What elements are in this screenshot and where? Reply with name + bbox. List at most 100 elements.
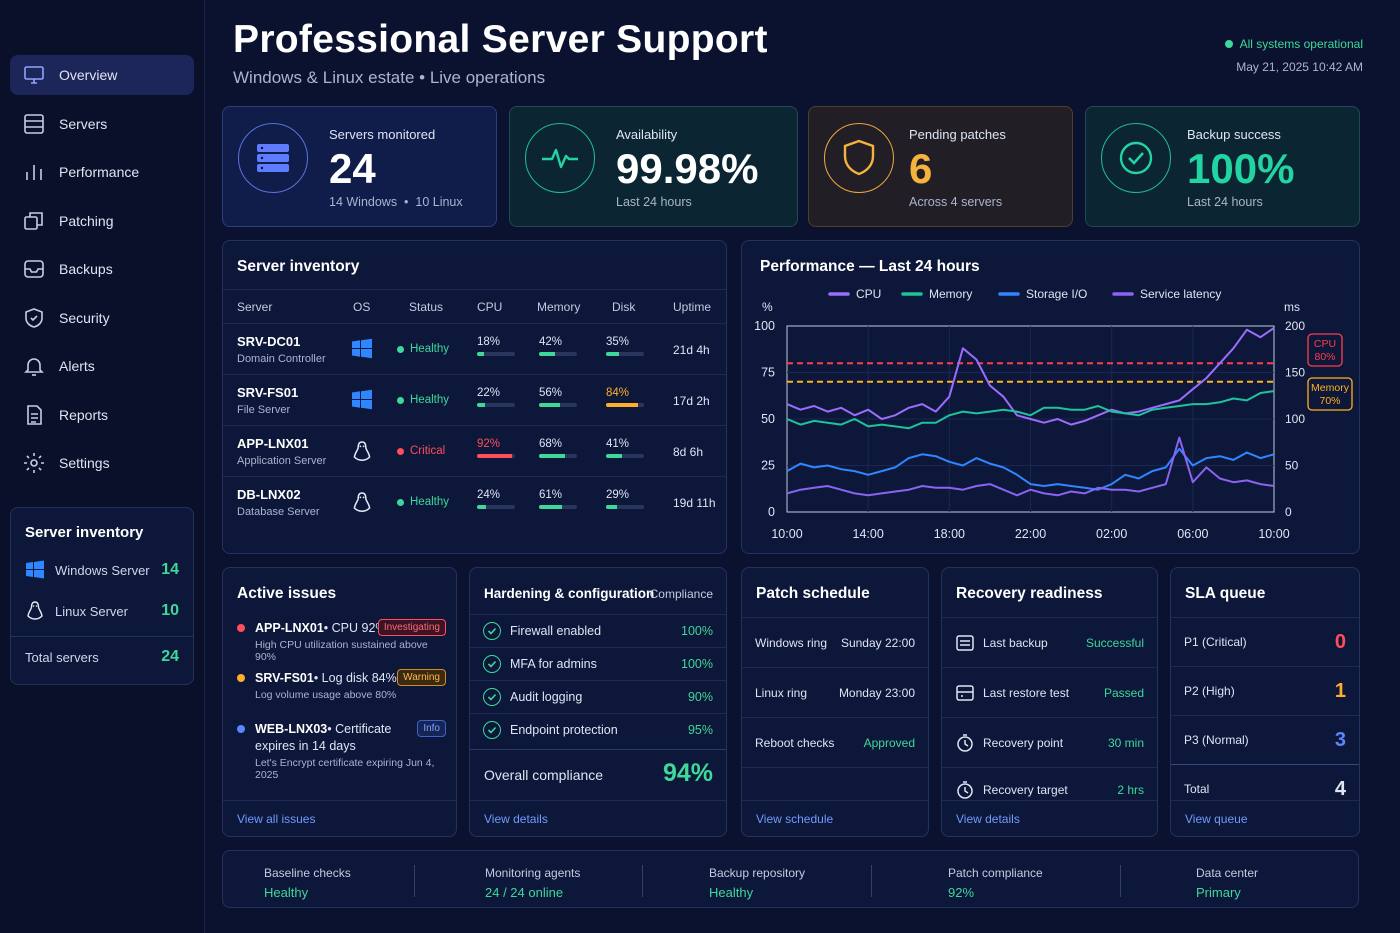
sidebar-inventory-panel: Server inventory Windows Server 14 Linux…: [10, 507, 194, 685]
sidebar-item-backups[interactable]: Backups: [10, 249, 194, 289]
x-tick-label: 02:00: [1096, 527, 1127, 541]
server-inventory-card: Server inventory Server OS Status CPU Me…: [222, 240, 727, 554]
sidebar-item-servers[interactable]: Servers: [10, 104, 194, 144]
mem-meter: 56%: [539, 387, 577, 407]
schedule-item[interactable]: Windows ring Sunday 22:00: [742, 617, 928, 667]
recovery-readiness-card: Recovery readiness Last backup Successful…: [941, 567, 1158, 837]
status-badge: Investigating: [377, 619, 446, 636]
legend-label: CPU: [856, 287, 881, 301]
column-header[interactable]: Server: [237, 300, 273, 314]
y2-tick-label: 0: [1285, 505, 1292, 519]
compliance-item[interactable]: Audit logging 90%: [470, 680, 726, 713]
y2-tick-label: 100: [1285, 412, 1305, 426]
kpi-pending-patches[interactable]: Pending patches 6 Across 4 servers: [808, 106, 1073, 227]
timer-icon: [955, 780, 983, 800]
compliance-item[interactable]: Endpoint protection 95%: [470, 713, 726, 746]
column-header[interactable]: OS: [353, 300, 371, 314]
schedule-item[interactable]: Reboot checks Approved: [742, 717, 928, 767]
server-name: DB-LNX02: [237, 487, 301, 502]
patch-icon: [24, 212, 43, 230]
sidebar-item-settings[interactable]: Settings: [10, 443, 194, 483]
column-header[interactable]: Memory: [537, 300, 581, 314]
mem-meter: 61%: [539, 489, 577, 509]
compliance-item[interactable]: Firewall enabled 100%: [470, 614, 726, 647]
view-all-issues-link[interactable]: View all issues: [237, 812, 316, 826]
sla-item[interactable]: P2 (High) 1: [1171, 666, 1359, 715]
threshold-value: 70%: [1319, 395, 1340, 407]
hardening-card: Hardening & configuration Compliance Fir…: [469, 567, 727, 837]
status-dot-icon: [397, 447, 404, 455]
kpi-availability[interactable]: Availability 99.98% Last 24 hours: [509, 106, 798, 227]
server-icon: [24, 114, 44, 134]
sidebar-item-alerts[interactable]: Alerts: [10, 346, 194, 386]
warning-dot-icon: [237, 674, 245, 682]
status-backup-repository: Backup repository Healthy: [709, 866, 806, 900]
recovery-item[interactable]: Recovery target 2 hrs: [942, 767, 1157, 812]
view-queue-link[interactable]: View queue: [1185, 812, 1248, 826]
card-title: SLA queue: [1185, 585, 1266, 602]
status-data-center: Data center Primary: [1196, 866, 1259, 900]
server-name: SRV-FS01: [237, 385, 299, 400]
compliance-item[interactable]: MFA for admins 100%: [470, 647, 726, 680]
y-tick-label: 0: [768, 505, 775, 519]
sla-item[interactable]: Total 4: [1171, 764, 1359, 813]
table-row[interactable]: SRV-DC01 Domain Controller Healthy 18% 42% 35…: [223, 323, 726, 374]
uptime: 21d 4h: [673, 343, 710, 357]
patch-schedule-card: Patch schedule Windows ring Sunday 22:00 L…: [741, 567, 929, 837]
card-title: Patch schedule: [756, 585, 870, 602]
view-details-link[interactable]: View details: [484, 812, 548, 826]
column-header[interactable]: CPU: [477, 300, 503, 314]
disk-meter: 84%: [606, 387, 644, 407]
active-issues-card: Active issues APP-LNX01 • CPU 92% Invest…: [222, 567, 457, 837]
table-row[interactable]: DB-LNX02 Database Server Healthy 24% 61% 29% 1…: [223, 476, 726, 527]
bottom-status-bar: Baseline checks Healthy Monitoring agents…: [222, 850, 1359, 908]
performance-chart-card: Performance — Last 24 hours 10:00 14:00 18…: [741, 240, 1360, 554]
sla-item[interactable]: P1 (Critical) 0: [1171, 617, 1359, 666]
sla-item[interactable]: P3 (Normal) 3: [1171, 715, 1359, 764]
kpi-value: 24: [329, 145, 376, 192]
sidebar-item-overview[interactable]: Overview: [10, 55, 194, 95]
column-header[interactable]: Status: [409, 300, 444, 314]
column-header[interactable]: Uptime: [673, 300, 712, 314]
recovery-item[interactable]: Last restore test Passed: [942, 667, 1157, 717]
bar-chart-icon: [26, 165, 42, 180]
shield-icon: [25, 308, 43, 328]
kpi-backup-success[interactable]: Backup success 100% Last 24 hours: [1085, 106, 1360, 227]
server-name: SRV-DC01: [237, 334, 301, 349]
uptime: 17d 2h: [673, 394, 710, 408]
schedule-item[interactable]: Linux ring Monday 23:00: [742, 667, 928, 717]
series-line-memory: [786, 390, 1275, 430]
windows-logo-icon: [26, 560, 44, 579]
card-title: Recovery readiness: [956, 585, 1103, 602]
kpi-label: Availability: [616, 127, 678, 142]
recovery-item[interactable]: Last backup Successful: [942, 617, 1157, 667]
sidebar: Overview Servers Performance Patching Ba…: [0, 0, 205, 933]
view-schedule-link[interactable]: View schedule: [756, 812, 834, 826]
mem-meter: 68%: [539, 438, 577, 458]
sidebar-item-performance[interactable]: Performance: [10, 152, 194, 192]
status-badge: Warning: [397, 669, 446, 686]
status-dot-icon: [1224, 40, 1233, 48]
restore-icon: [955, 683, 983, 703]
sidebar-item-patching[interactable]: Patching: [10, 201, 194, 241]
issue-item[interactable]: WEB-LNX03 • Certificate expires in 14 da…: [237, 720, 446, 781]
server-name: APP-LNX01: [237, 436, 309, 451]
status-badge: Info: [417, 720, 446, 737]
kpi-label: Backup success: [1187, 127, 1281, 142]
disk-meter: 35%: [606, 336, 644, 356]
table-row[interactable]: SRV-FS01 File Server Healthy 22% 56% 84% 17d 2…: [223, 374, 726, 425]
windows-logo-icon: [351, 389, 373, 411]
performance-chart[interactable]: 10:00 14:00 18:00 22:00 02:00 06:00 10:00 100 75…: [742, 241, 1361, 555]
recovery-item[interactable]: Recovery point 30 min: [942, 717, 1157, 767]
sidebar-item-security[interactable]: Security: [10, 298, 194, 338]
windows-logo-icon: [351, 338, 373, 360]
column-header[interactable]: Disk: [612, 300, 636, 314]
issue-item[interactable]: SRV-FS01 • Log disk 84% Warning Log volu…: [237, 669, 446, 701]
cpu-meter: 24%: [477, 489, 515, 509]
view-details-link[interactable]: View details: [956, 812, 1020, 826]
issue-item[interactable]: APP-LNX01 • CPU 92% Investigating High C…: [237, 619, 446, 663]
legend-label: Memory: [929, 287, 972, 301]
sidebar-item-reports[interactable]: Reports: [10, 395, 194, 435]
kpi-servers-monitored[interactable]: Servers monitored 24 14 Windows • 10 Lin…: [222, 106, 497, 227]
table-row[interactable]: APP-LNX01 Application Server Critical 92% 68…: [223, 425, 726, 476]
